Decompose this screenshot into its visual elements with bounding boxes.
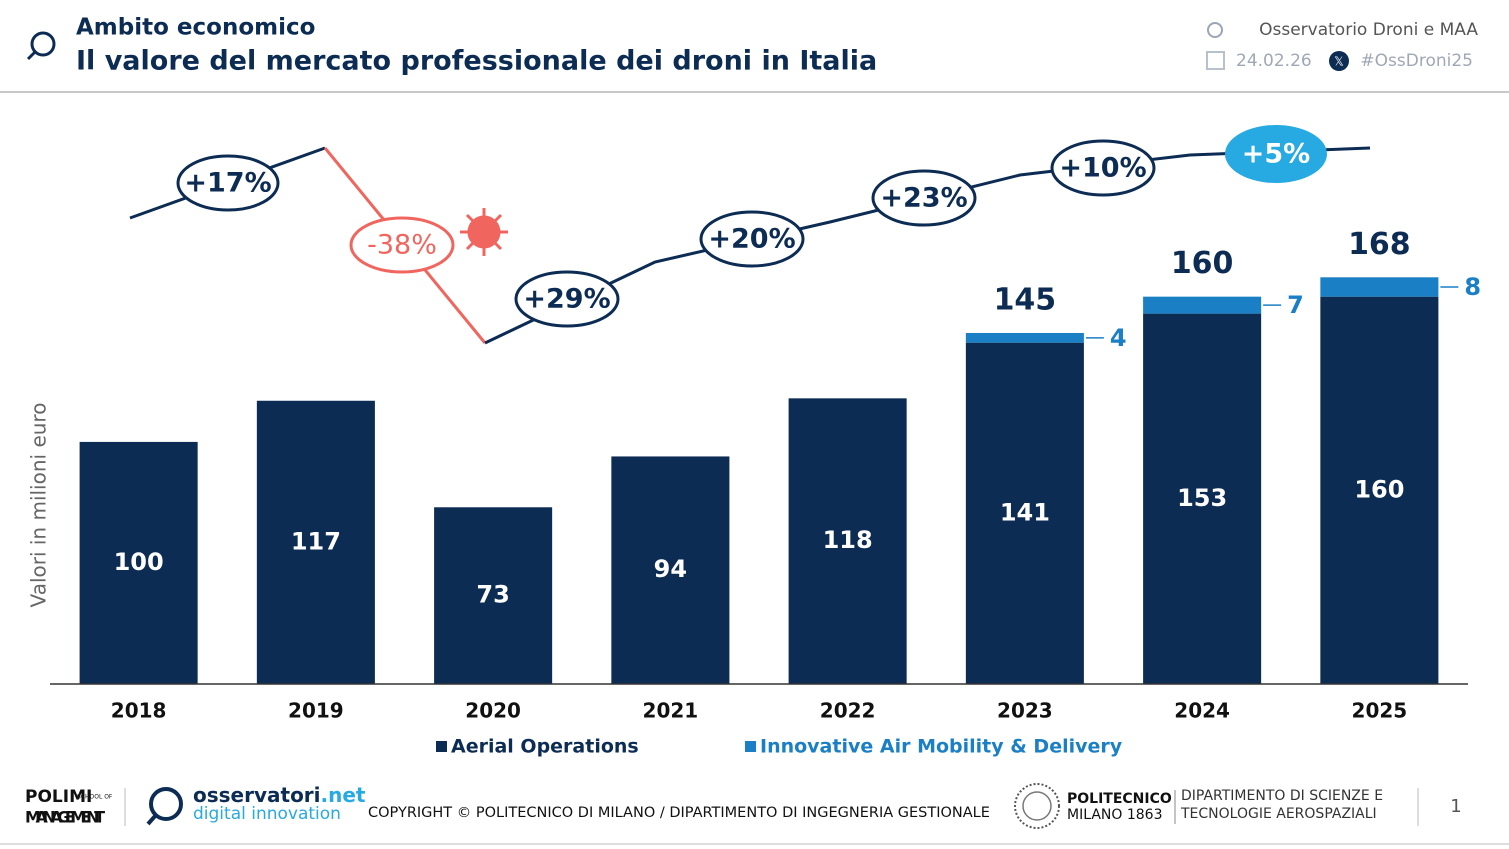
bar-segment [1143,296,1262,314]
oss-logo-3: digital innovation [193,804,341,824]
polimi-logo: MANAGEMENT [25,808,105,827]
value-label: 94 [654,555,687,583]
x-tick-label: 2024 [1174,699,1230,723]
value-label: 4 [1110,324,1127,352]
bar-segment [256,400,375,684]
growth-label: +29% [523,284,610,315]
virus-icon [460,208,508,256]
value-label: 117 [291,527,341,555]
search-icon-handle [26,50,37,61]
section: Ambito economico [76,15,315,41]
growth-label: +17% [184,168,271,199]
politecnico: POLITECNICO [1067,791,1172,807]
growth-label: +10% [1059,153,1146,184]
x-tick-label: 2021 [643,699,699,723]
x-tick-label: 2018 [111,699,167,723]
growth-bubble [699,210,805,268]
politecnico-seal [1014,783,1060,829]
politecnico: MILANO 1863 [1067,807,1162,823]
oss-logo: osservatori.net [193,783,366,807]
x-tick-label: 2019 [288,699,344,723]
growth-bubble [176,154,280,212]
bar-segment [965,342,1084,684]
legend-label: Aerial Operations [451,736,639,758]
source: Osservatorio Droni e MAA [1259,20,1478,40]
value-label: 73 [476,581,509,609]
date: 24.02.26 [1236,51,1312,71]
x-tick-label: 2025 [1352,699,1408,723]
bar-segment [1320,277,1439,297]
bar-segment [1143,313,1262,684]
bar-segment [611,456,730,684]
x-icon [1329,51,1349,71]
politecnico-seal [1022,791,1052,821]
legend-swatch [745,741,756,752]
bar-segment [965,332,1084,343]
x-tick-label: 2022 [820,699,876,723]
oss-logo-icon [146,813,158,826]
growth-bubble [349,216,455,274]
x-tick-label: 2023 [997,699,1053,723]
value-label: 153 [1177,484,1227,512]
value-label: 141 [1000,498,1050,526]
legend-swatch [436,741,447,752]
growth-bubble [871,169,977,227]
value-label: 7 [1287,291,1304,319]
page-number: 1 [1450,796,1461,817]
bar-segment [788,398,907,684]
department: DIPARTIMENTO DI SCIENZE E [1181,788,1383,804]
department: TECNOLOGIE AEROSPAZIALI [1180,806,1377,822]
growth-label: +23% [880,183,967,214]
bar-segment [1320,296,1439,684]
value-label: 160 [1354,475,1404,503]
growth-label: +20% [708,224,795,255]
value-label: 100 [114,548,164,576]
oss-logo-1: osservatori [193,783,321,807]
growth-label: +5% [1242,139,1310,170]
total-label: 145 [994,282,1057,317]
source-icon [1207,22,1223,38]
hashtag: #OssDroni25 [1360,51,1473,71]
growth-bubble [1050,139,1156,197]
legend-label: Innovative Air Mobility & Delivery [760,736,1123,758]
oss-logo-icon [149,787,183,821]
value-label: 8 [1464,273,1481,301]
copyright: COPYRIGHT © POLITECNICO DI MILANO / DIPA… [368,805,990,821]
bar-segment [79,441,198,684]
growth-bubble [1225,125,1327,183]
y-axis-label: Valori in milioni euro [27,403,51,608]
x-icon-glyph: 𝕏 [1334,55,1344,69]
x-tick-label: 2020 [465,699,521,723]
growth-bubble [514,270,620,328]
growth-label: -38% [367,230,437,261]
total-label: 168 [1348,227,1411,262]
total-label: 160 [1171,246,1234,281]
value-label: 118 [823,526,873,554]
title: Il valore del mercato professionale dei … [76,46,877,77]
oss-logo-2: .net [321,783,366,807]
polimi-logo: SCHOOL OF [77,794,113,801]
polimi-logo: POLIMI [25,787,92,807]
calendar-icon [1206,51,1225,70]
search-icon [30,31,56,57]
bar-segment [434,507,553,684]
